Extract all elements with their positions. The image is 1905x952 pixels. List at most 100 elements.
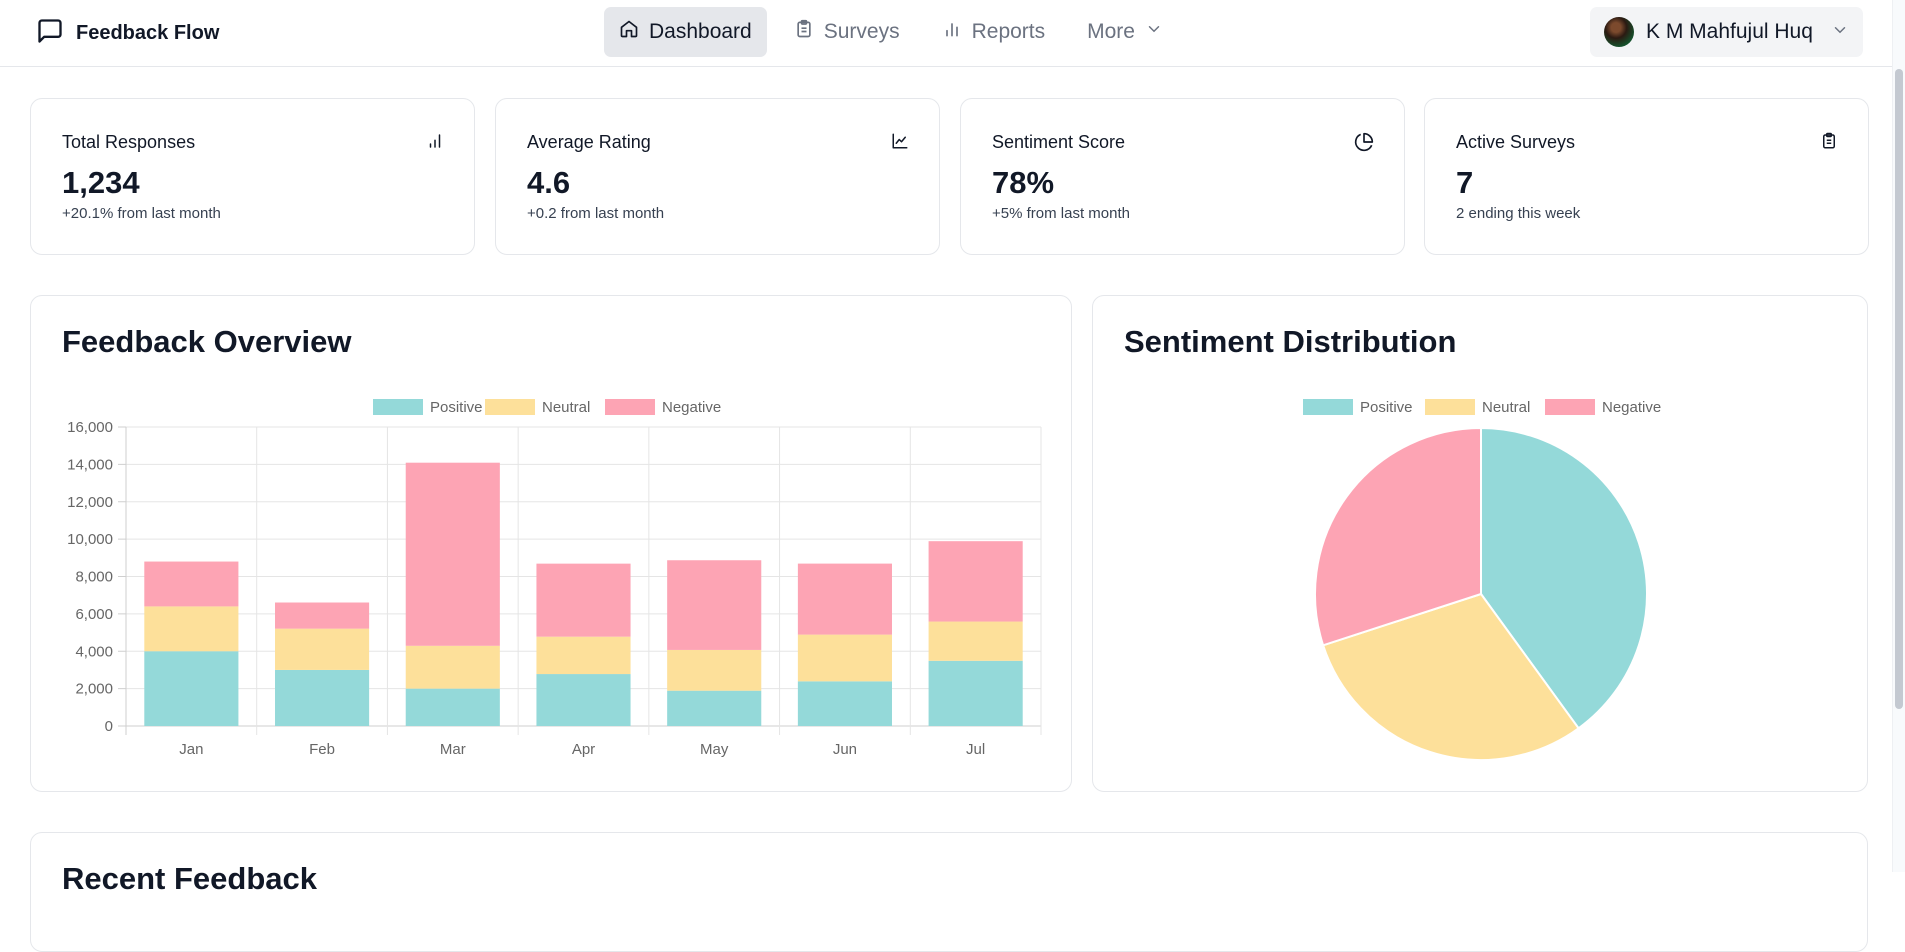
x-tick-label: Jan (179, 741, 203, 758)
pie-slice-negative (1314, 426, 1482, 647)
legend-label-positive: Positive (430, 399, 483, 416)
nav-reports-label: Reports (971, 20, 1046, 43)
x-tick-label: Jul (966, 741, 985, 758)
bar-chart-icon (426, 132, 444, 155)
stat-change: +5% from last month (992, 205, 1130, 222)
legend-swatch-positive (1303, 399, 1353, 415)
main-nav: Dashboard Surveys Reports More (604, 7, 1178, 57)
stat-value: 78% (992, 165, 1055, 200)
bar-neutral-may (667, 649, 762, 691)
line-chart-icon (891, 132, 909, 155)
brand[interactable]: Feedback Flow (36, 17, 219, 50)
panel-title: Feedback Overview (62, 324, 352, 359)
user-menu-button[interactable]: K M Mahfujul Huq (1590, 7, 1863, 57)
pie-chart-icon (1354, 132, 1374, 157)
legend-swatch-negative (605, 399, 655, 415)
y-tick-label: 8,000 (75, 569, 113, 586)
stat-card-sentiment-score: Sentiment Score 78% +5% from last month (960, 98, 1405, 255)
bar-neutral-feb (275, 628, 370, 670)
bar-neutral-jul (928, 621, 1023, 661)
avatar (1604, 17, 1634, 47)
sentiment-distribution-chart: Positive Neutral Negative (1303, 399, 1661, 761)
bar-positive-mar (405, 688, 500, 726)
x-tick-label: Apr (572, 741, 595, 758)
brand-name: Feedback Flow (76, 22, 220, 44)
bar-negative-mar (405, 462, 500, 646)
feedback-overview-card: Feedback Overview Positive Neutral Negativ… (30, 295, 1072, 792)
bar-neutral-jan (144, 606, 239, 652)
chevron-down-icon (1831, 21, 1849, 44)
y-tick-label: 12,000 (67, 494, 113, 511)
stat-change: +0.2 from last month (527, 205, 665, 222)
bar-positive-feb (275, 669, 370, 726)
bar-positive-jan (144, 651, 239, 726)
stat-card-total-responses: Total Responses 1,234 +20.1% from last m… (30, 98, 475, 255)
stat-value: 1,234 (62, 165, 140, 200)
bar-neutral-mar (405, 645, 500, 689)
bar-positive-jul (928, 660, 1023, 726)
x-tick-label: Mar (440, 741, 466, 758)
clipboard-icon (794, 19, 814, 45)
bar-neutral-jun (797, 634, 892, 682)
stat-card-active-surveys: Active Surveys 7 2 ending this week (1424, 98, 1869, 255)
user-name: K M Mahfujul Huq (1646, 20, 1813, 43)
legend-swatch-positive (373, 399, 423, 415)
legend-label-neutral: Neutral (1482, 399, 1530, 416)
chevron-down-icon (1145, 20, 1163, 44)
sentiment-distribution-card: Sentiment Distribution Positive Neutral Ne… (1092, 295, 1868, 792)
legend-swatch-neutral (485, 399, 535, 415)
message-square-icon (36, 17, 64, 50)
bar-negative-feb (275, 602, 370, 629)
y-tick-label: 4,000 (75, 643, 113, 660)
legend-label-neutral: Neutral (542, 399, 590, 416)
nav-reports[interactable]: Reports (927, 7, 1061, 57)
legend-swatch-neutral (1425, 399, 1475, 415)
stat-title: Active Surveys (1456, 132, 1576, 152)
stat-title: Average Rating (527, 132, 651, 152)
nav-more-label: More (1087, 20, 1135, 43)
stat-change: 2 ending this week (1456, 205, 1581, 222)
y-tick-label: 16,000 (67, 419, 113, 436)
bar-positive-may (667, 690, 762, 726)
stat-title: Total Responses (62, 132, 196, 152)
bar-positive-jun (797, 681, 892, 726)
stat-change: +20.1% from last month (62, 205, 221, 222)
y-tick-label: 2,000 (75, 681, 113, 698)
feedback-overview-chart: Positive Neutral Negative 0 2,000 4,000 6,000 8… (67, 399, 1042, 758)
x-tick-label: Feb (309, 741, 335, 758)
top-navigation-bar: Feedback Flow Dashboard Surveys Reports … (0, 0, 1905, 67)
x-tick-label: May (700, 741, 729, 758)
stat-value: 4.6 (527, 165, 571, 200)
scrollbar-thumb[interactable] (1895, 69, 1903, 709)
x-tick-label: Jun (833, 741, 857, 758)
bar-negative-apr (536, 563, 631, 637)
bar-negative-jan (144, 561, 239, 607)
bar-negative-jun (797, 563, 892, 635)
legend-label-negative: Negative (662, 399, 721, 416)
page-scrollbar[interactable] (1892, 0, 1905, 872)
legend-label-positive: Positive (1360, 399, 1413, 416)
home-icon (619, 19, 639, 45)
nav-surveys[interactable]: Surveys (779, 7, 915, 57)
y-tick-label: 10,000 (67, 531, 113, 548)
y-tick-label: 0 (105, 718, 113, 735)
stat-title: Sentiment Score (992, 132, 1126, 152)
bar-positive-apr (536, 674, 631, 726)
pie-slice-positive (1480, 426, 1648, 730)
y-tick-label: 6,000 (75, 606, 113, 623)
nav-surveys-label: Surveys (823, 20, 900, 43)
y-tick-label: 14,000 (67, 456, 113, 473)
stat-card-average-rating: Average Rating 4.6 +0.2 from last month (495, 98, 940, 255)
bar-chart-icon (942, 19, 962, 45)
legend-label-negative: Negative (1602, 399, 1661, 416)
clipboard-icon (1820, 132, 1838, 155)
panel-title: Sentiment Distribution (1124, 324, 1457, 359)
bar-negative-may (667, 560, 762, 650)
legend-swatch-negative (1545, 399, 1595, 415)
nav-more[interactable]: More (1072, 7, 1178, 57)
pie-slice-neutral (1321, 592, 1580, 761)
nav-dashboard[interactable]: Dashboard (604, 7, 767, 57)
bar-neutral-apr (536, 636, 631, 675)
stat-value: 7 (1456, 165, 1474, 200)
recent-feedback-card: Recent Feedback (30, 832, 1868, 952)
